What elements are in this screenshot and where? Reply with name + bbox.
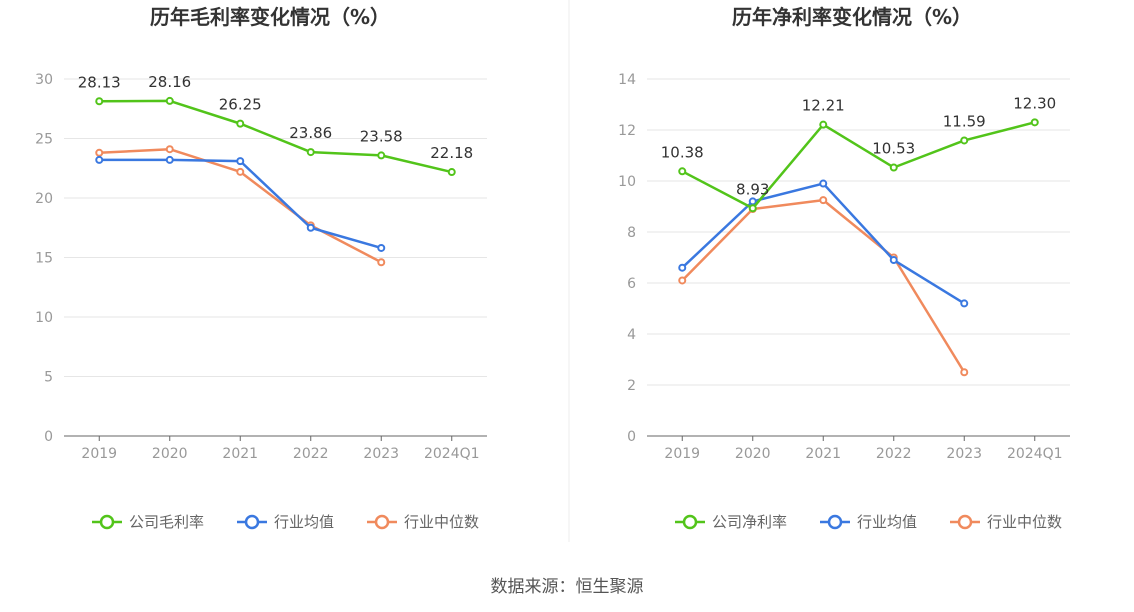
data-point — [165, 155, 174, 164]
data-point — [377, 151, 386, 160]
legend-item[interactable]: 行业中位数 — [950, 513, 1062, 531]
y-tick-label: 30 — [35, 72, 53, 88]
data-label: 10.38 — [661, 143, 704, 161]
data-label: 23.86 — [289, 124, 332, 142]
x-tick-label: 2024Q1 — [424, 446, 480, 462]
data-point — [960, 368, 969, 377]
series-line — [681, 121, 1036, 210]
legend-label: 行业均值 — [274, 513, 334, 531]
data-label: 8.93 — [736, 180, 769, 198]
y-tick-label: 14 — [618, 72, 636, 88]
series-line — [99, 99, 453, 174]
data-point — [678, 167, 687, 176]
chart-title: 历年毛利率变化情况（%） — [150, 5, 390, 29]
legend-swatch-marker — [244, 514, 260, 530]
y-tick-label: 2 — [627, 378, 636, 394]
data-label: 26.25 — [219, 96, 262, 114]
data-point — [306, 223, 315, 232]
series-line — [99, 147, 382, 264]
x-tick-label: 2020 — [735, 446, 771, 462]
data-point — [1030, 118, 1039, 127]
legend-item[interactable]: 公司净利率 — [675, 513, 787, 531]
legend-swatch-marker — [957, 514, 973, 530]
x-tick-label: 2021 — [222, 446, 258, 462]
data-point — [748, 204, 757, 213]
data-point — [236, 119, 245, 128]
x-tick-label: 2023 — [363, 446, 399, 462]
y-tick-label: 4 — [627, 327, 636, 343]
x-tick-label: 2021 — [805, 446, 841, 462]
data-source-note: 数据来源：恒生聚源 — [491, 577, 644, 597]
y-tick-label: 25 — [35, 132, 53, 148]
data-point — [306, 148, 315, 157]
legend-label: 行业中位数 — [404, 513, 479, 531]
y-tick-label: 20 — [35, 191, 53, 207]
y-tick-label: 5 — [44, 370, 53, 386]
legend-item[interactable]: 公司毛利率 — [92, 513, 204, 531]
x-tick-label: 2022 — [293, 446, 329, 462]
y-tick-label: 12 — [618, 123, 636, 139]
chart-title: 历年净利率变化情况（%） — [732, 5, 972, 29]
data-point — [377, 258, 386, 267]
data-label: 10.53 — [872, 139, 915, 157]
x-tick-label: 2024Q1 — [1007, 446, 1063, 462]
legend-swatch-marker — [827, 514, 843, 530]
net-margin-chart: 历年净利率变化情况（%） 0 2 4 6 8 10 12 14 2019 2020 2021 2022 2… — [618, 5, 1070, 531]
legend-swatch-marker — [99, 514, 115, 530]
data-point — [889, 163, 898, 172]
x-tick-label: 2022 — [876, 446, 912, 462]
x-tick-label: 2020 — [152, 446, 188, 462]
y-tick-label: 10 — [618, 174, 636, 190]
data-point — [95, 97, 104, 106]
data-point — [960, 299, 969, 308]
data-label: 22.18 — [430, 144, 473, 162]
data-point — [748, 197, 757, 206]
x-tick-label: 2023 — [946, 446, 982, 462]
legend-item[interactable]: 行业中位数 — [367, 513, 479, 531]
legend-label: 公司毛利率 — [129, 513, 204, 531]
data-point — [960, 136, 969, 145]
legend-label: 行业均值 — [857, 513, 917, 531]
data-point — [819, 179, 828, 188]
data-point — [819, 120, 828, 129]
legend-label: 行业中位数 — [987, 513, 1062, 531]
y-tick-label: 6 — [627, 276, 636, 292]
data-point — [678, 263, 687, 272]
data-label: 23.58 — [360, 127, 403, 145]
data-point — [377, 243, 386, 252]
legend-item[interactable]: 行业均值 — [237, 513, 334, 531]
data-point — [447, 168, 456, 177]
data-label: 12.30 — [1013, 94, 1056, 112]
legend-item[interactable]: 行业均值 — [820, 513, 917, 531]
data-point — [165, 145, 174, 154]
data-point — [678, 276, 687, 285]
data-label: 11.59 — [943, 112, 986, 130]
legend-label: 公司净利率 — [712, 513, 787, 531]
x-tick-label: 2019 — [81, 446, 117, 462]
legend-swatch-marker — [374, 514, 390, 530]
legend-swatch-marker — [682, 514, 698, 530]
y-tick-label: 10 — [35, 310, 53, 326]
data-point — [165, 96, 174, 105]
series-line — [681, 198, 966, 373]
data-point — [95, 155, 104, 164]
data-label: 28.16 — [148, 73, 191, 91]
y-tick-label: 0 — [627, 429, 636, 445]
data-point — [95, 148, 104, 157]
data-point — [236, 157, 245, 166]
y-tick-label: 0 — [44, 429, 53, 445]
data-point — [236, 167, 245, 176]
x-tick-label: 2019 — [664, 446, 700, 462]
data-point — [819, 196, 828, 205]
data-label: 28.13 — [78, 73, 121, 91]
gross-margin-chart: 历年毛利率变化情况（%） 0 5 10 15 20 25 30 2019 2020 2021 2022… — [35, 5, 487, 531]
y-tick-label: 15 — [35, 251, 53, 267]
data-label: 12.21 — [802, 97, 845, 115]
y-tick-label: 8 — [627, 225, 636, 241]
data-point — [889, 256, 898, 265]
